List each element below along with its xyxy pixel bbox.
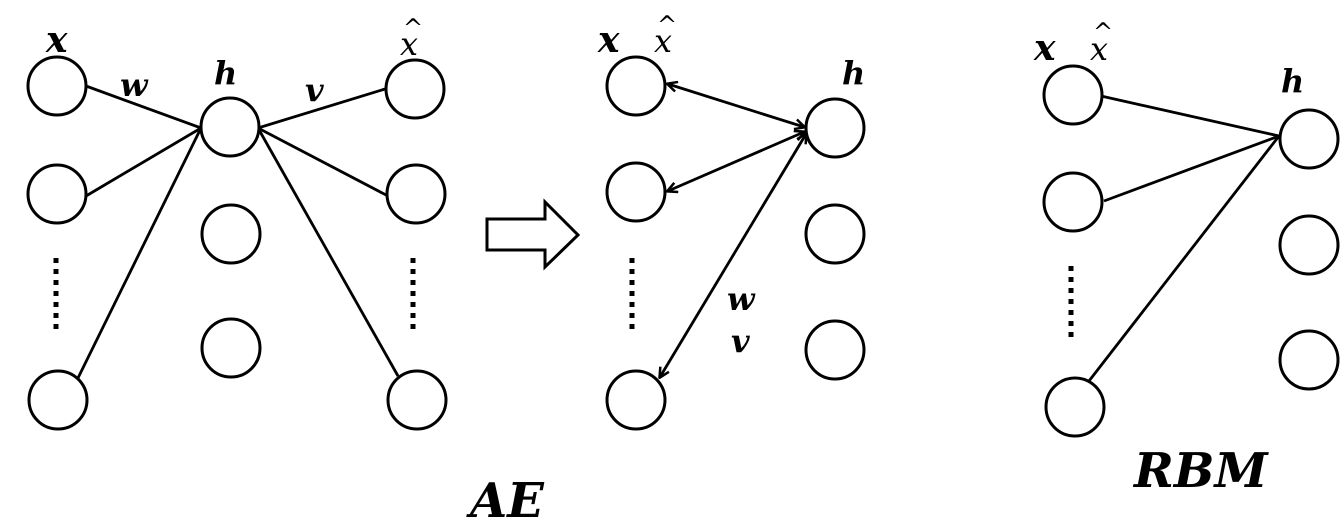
label-v: v [731, 322, 750, 360]
edge-h1-xhat2 [257, 126, 389, 198]
transform-arrow [485, 198, 581, 271]
rbm-panel: x x ^ h RBM [1033, 18, 1340, 499]
x-hat-mark: ^ [403, 14, 423, 42]
label-x: x [45, 19, 68, 61]
visible-node-2 [1042, 171, 1104, 233]
visible-node-2 [605, 161, 667, 223]
caption-ae: AE [466, 473, 545, 528]
hidden-node-3 [200, 317, 262, 379]
hidden-node-1 [804, 97, 866, 159]
hidden-node-2 [200, 203, 262, 265]
x-hat-base: x [1090, 30, 1108, 68]
label-v: v [305, 71, 324, 109]
label-h: h [214, 54, 237, 92]
output-node-1 [384, 58, 446, 120]
label-x: x [597, 19, 620, 61]
edge-x2-h1 [85, 126, 202, 198]
edge-x1-h1 [85, 84, 202, 130]
label-w: w [120, 66, 149, 104]
label-h: h [842, 54, 865, 92]
ae-tied-panel: x x ^ h w v AE [466, 11, 866, 528]
visible-node-3 [1044, 376, 1106, 438]
ae-network-panel: x w h v x ^ [26, 14, 448, 431]
visible-node-1 [1042, 64, 1104, 126]
label-h: h [1281, 62, 1304, 100]
edge-v2-h1 [1103, 134, 1280, 203]
hidden-node-2 [1278, 214, 1340, 276]
x-hat-base: x [654, 22, 672, 60]
label-w: w [727, 280, 756, 318]
x-hat-mark: ^ [657, 11, 677, 39]
hidden-node-1 [1278, 108, 1340, 170]
output-node-2 [385, 163, 447, 225]
visible-node-3 [605, 369, 667, 431]
edge-h1-xhat1 [257, 87, 386, 130]
hidden-node-3 [1278, 329, 1340, 391]
edge-v3-h1 [1087, 135, 1281, 382]
bidir-edge-x1-h [668, 84, 804, 127]
input-node-1 [26, 55, 88, 117]
x-hat-mark: ^ [1093, 18, 1113, 46]
label-x-hat: x ^ [400, 14, 423, 63]
edge-v1-h1 [1100, 94, 1280, 138]
output-node-3 [386, 369, 448, 431]
bidir-edge-x3-h [660, 134, 806, 377]
label-x-hat: x ^ [1090, 18, 1113, 68]
x-hat-base: x [400, 25, 418, 63]
visible-node-1 [605, 55, 667, 117]
hidden-node-1 [199, 96, 261, 158]
bidir-edge-x2-h [668, 132, 804, 191]
hidden-node-3 [804, 319, 866, 381]
caption-rbm: RBM [1132, 443, 1269, 499]
edge-x3-h1 [76, 127, 203, 379]
label-x: x [1033, 27, 1056, 69]
label-x-hat: x ^ [654, 11, 677, 60]
input-node-3 [27, 369, 89, 431]
input-node-2 [26, 163, 88, 225]
edge-h1-xhat3 [256, 127, 400, 377]
hidden-node-2 [804, 203, 866, 265]
